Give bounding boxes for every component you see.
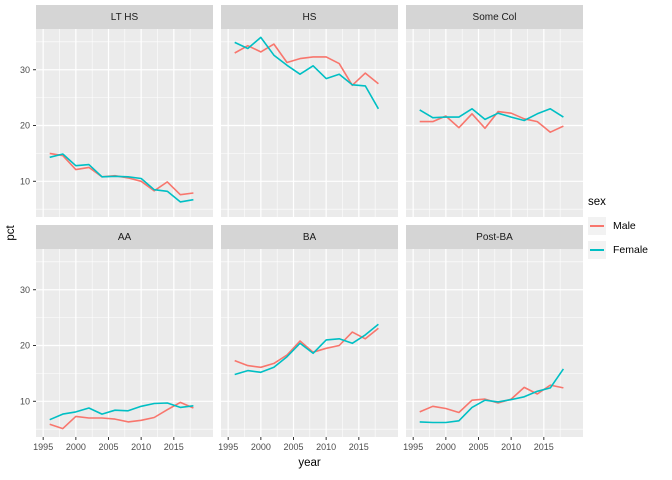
panel-post-ba: 1995 2000 2005 2010 2015 bbox=[403, 249, 583, 452]
y-tick-label: 20 bbox=[20, 121, 30, 131]
facet-strip-label: LT HS bbox=[110, 11, 139, 23]
legend-key-male bbox=[588, 217, 606, 235]
facet-strip: HS bbox=[221, 5, 398, 29]
facet-aa: AA 1995 2000 2005 2010 2015 10 20 30 bbox=[20, 225, 213, 452]
x-tick-label: 2015 bbox=[164, 442, 184, 452]
facet-strip-label: HS bbox=[302, 11, 317, 23]
panel-aa: 1995 2000 2005 2010 2015 10 20 30 bbox=[20, 249, 213, 452]
legend-label: Male bbox=[613, 220, 636, 232]
facet-strip: LT HS bbox=[36, 5, 213, 29]
x-tick-label: 2005 bbox=[468, 442, 488, 452]
x-tick-label: 1995 bbox=[33, 442, 53, 452]
x-axis-title: year bbox=[298, 457, 321, 469]
x-tick-label: 2005 bbox=[283, 442, 303, 452]
x-tick-label: 2005 bbox=[98, 442, 118, 452]
line-female bbox=[419, 368, 565, 424]
y-tick-label: 30 bbox=[20, 285, 30, 295]
legend-key-female bbox=[588, 241, 606, 259]
facet-strip: BA bbox=[221, 225, 398, 249]
facet-post-ba: Post-BA 1995 2000 2005 2010 2015 bbox=[403, 225, 583, 452]
line-female bbox=[419, 108, 564, 122]
legend-item-male: Male bbox=[588, 217, 648, 235]
x-tick-label: 2000 bbox=[436, 442, 456, 452]
legend-label: Female bbox=[613, 244, 649, 256]
legend-title: sex bbox=[588, 196, 606, 208]
panel-hs bbox=[221, 29, 398, 217]
line-male bbox=[419, 110, 564, 133]
x-tick-label: 2015 bbox=[534, 442, 554, 452]
panel-ba: 1995 2000 2005 2010 2015 bbox=[218, 249, 398, 452]
x-tick-label: 2010 bbox=[501, 442, 521, 452]
line-male bbox=[49, 401, 194, 430]
facet-strip-label: Post-BA bbox=[476, 231, 513, 243]
facet-strip: Post-BA bbox=[406, 225, 583, 249]
line-female bbox=[234, 323, 379, 376]
panel-some-col bbox=[406, 29, 583, 217]
facet-hs: HS bbox=[221, 5, 398, 217]
facet-lt-hs: LT HS 10 20 30 bbox=[20, 5, 213, 217]
facet-some-col: Some Col bbox=[406, 5, 583, 217]
x-tick-label: 2000 bbox=[251, 442, 271, 452]
line-female bbox=[49, 402, 194, 421]
facet-ba: BA 1995 2000 2005 2010 2015 bbox=[218, 225, 398, 452]
line-female bbox=[49, 153, 194, 203]
y-tick-label: 30 bbox=[20, 65, 30, 75]
facet-strip-label: BA bbox=[302, 231, 317, 243]
x-tick-label: 1995 bbox=[403, 442, 423, 452]
line-male bbox=[419, 384, 564, 414]
facet-strip: Some Col bbox=[406, 5, 583, 29]
line-male bbox=[234, 327, 379, 369]
panel-lt-hs: 10 20 30 bbox=[20, 29, 213, 217]
legend: sex Male Female bbox=[588, 196, 648, 265]
facet-strip-label: Some Col bbox=[472, 11, 517, 23]
y-tick-label: 10 bbox=[20, 176, 30, 186]
x-tick-label: 2010 bbox=[316, 442, 336, 452]
line-female bbox=[234, 36, 380, 110]
y-tick-label: 10 bbox=[20, 396, 30, 406]
line-male bbox=[49, 152, 194, 196]
facet-strip-label: AA bbox=[117, 231, 132, 243]
x-tick-label: 2015 bbox=[349, 442, 369, 452]
x-tick-label: 2000 bbox=[66, 442, 86, 452]
legend-item-female: Female bbox=[588, 241, 648, 259]
male-line-swatch-icon bbox=[590, 225, 604, 227]
facet-strip: AA bbox=[36, 225, 213, 249]
y-axis-title: pct bbox=[5, 225, 17, 241]
line-male bbox=[234, 43, 379, 87]
y-tick-label: 20 bbox=[20, 341, 30, 351]
female-line-swatch-icon bbox=[590, 249, 604, 251]
x-tick-label: 2010 bbox=[131, 442, 151, 452]
x-tick-label: 1995 bbox=[218, 442, 238, 452]
